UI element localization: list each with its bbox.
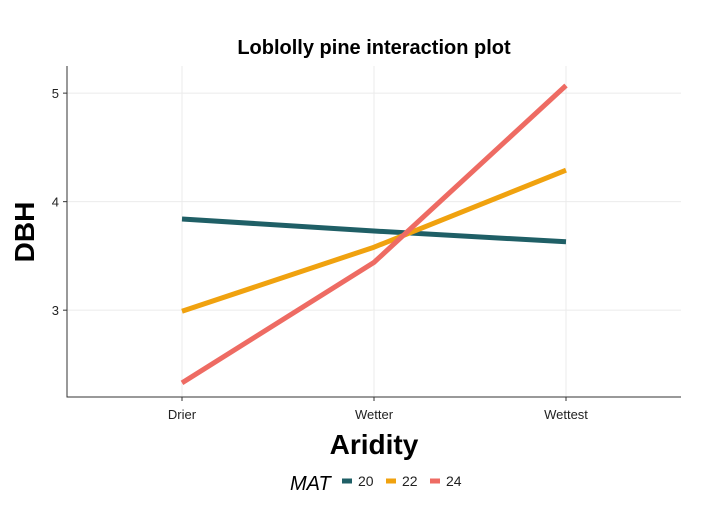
axis-lines bbox=[66, 66, 681, 398]
y-tick-label: 4 bbox=[52, 195, 59, 210]
legend-label-22: 22 bbox=[402, 473, 418, 489]
x-tick-label: Wettest bbox=[544, 407, 588, 422]
x-axis-label: Aridity bbox=[330, 429, 419, 460]
series-line-20 bbox=[181, 216, 567, 245]
x-axis-ticks: Drier Wetter Wettest bbox=[168, 397, 588, 422]
y-axis-ticks: 3 4 5 bbox=[52, 86, 67, 318]
series-line-24 bbox=[180, 83, 568, 386]
chart-title: Loblolly pine interaction plot bbox=[237, 37, 511, 59]
y-tick-label: 3 bbox=[52, 303, 59, 318]
y-axis-label: DBH bbox=[9, 202, 40, 263]
x-tick-label: Wetter bbox=[355, 407, 394, 422]
legend-label-20: 20 bbox=[358, 473, 374, 489]
y-tick-label: 5 bbox=[52, 86, 59, 101]
x-tick-label: Drier bbox=[168, 407, 197, 422]
series-line-22 bbox=[181, 167, 567, 314]
legend: MAT 20 22 24 bbox=[290, 473, 462, 495]
legend-title: MAT bbox=[290, 473, 333, 495]
series-group bbox=[180, 83, 568, 386]
legend-label-24: 24 bbox=[446, 473, 462, 489]
